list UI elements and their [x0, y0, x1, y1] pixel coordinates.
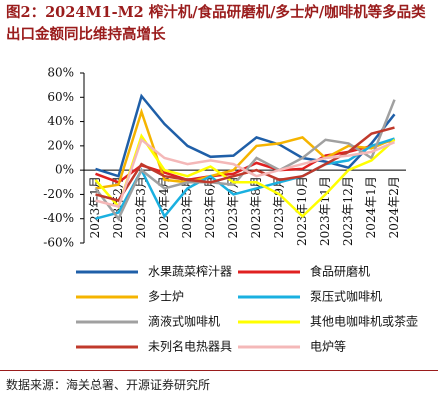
legend-label: 泵压式咖啡机	[310, 289, 382, 304]
y-tick-label: 0%	[55, 163, 74, 177]
series-line	[95, 126, 395, 202]
legend-label: 水果蔬菜榨汁器	[148, 264, 232, 279]
y-tick-label: 80%	[47, 66, 74, 80]
series-line	[95, 137, 395, 209]
y-tick-label: -20%	[43, 187, 74, 201]
x-tick-label: 2023年11月	[318, 176, 332, 246]
legend-label: 滴液式咖啡机	[148, 314, 220, 329]
y-tick-label: 20%	[47, 138, 74, 152]
legend-label: 未列名电热器具	[148, 339, 232, 354]
y-tick-label: -60%	[43, 236, 74, 250]
chart: -60%-40%-20%0%20%40%60%80%2023年1月 2023年2月…	[43, 66, 418, 354]
separator	[0, 370, 438, 371]
y-tick-label: -40%	[43, 211, 74, 225]
legend-label: 电炉等	[310, 340, 346, 354]
x-tick-label: 2024年2月	[387, 176, 401, 238]
x-tick-label: 2023年3月	[134, 176, 148, 238]
series-line	[95, 107, 395, 190]
legend-label: 其他电咖啡机或茶壶	[310, 314, 418, 329]
y-tick-label: 60%	[47, 90, 74, 104]
y-tick-label: 40%	[47, 114, 74, 128]
series-line	[95, 93, 396, 178]
x-tick-label: 2023年8月	[249, 176, 263, 238]
chart-title: 图2：2024M1-M2 榨汁机/食品研磨机/多士炉/咖啡机等多品类出口金额同比…	[6, 4, 426, 43]
source-note: 数据来源：海关总署、开源证券研究所	[6, 378, 211, 392]
legend-label: 多士炉	[148, 290, 184, 304]
x-tick-label: 2023年12月	[341, 176, 355, 246]
legend-label: 食品研磨机	[310, 264, 370, 279]
x-tick-label: 2023年9月	[272, 176, 286, 238]
series-line	[95, 137, 395, 220]
x-tick-label: 2023年10月	[295, 176, 309, 246]
x-tick-label: 2023年4月	[157, 176, 171, 238]
x-tick-label: 2023年6月	[203, 176, 217, 238]
x-tick-label: 2024年1月	[364, 176, 378, 238]
